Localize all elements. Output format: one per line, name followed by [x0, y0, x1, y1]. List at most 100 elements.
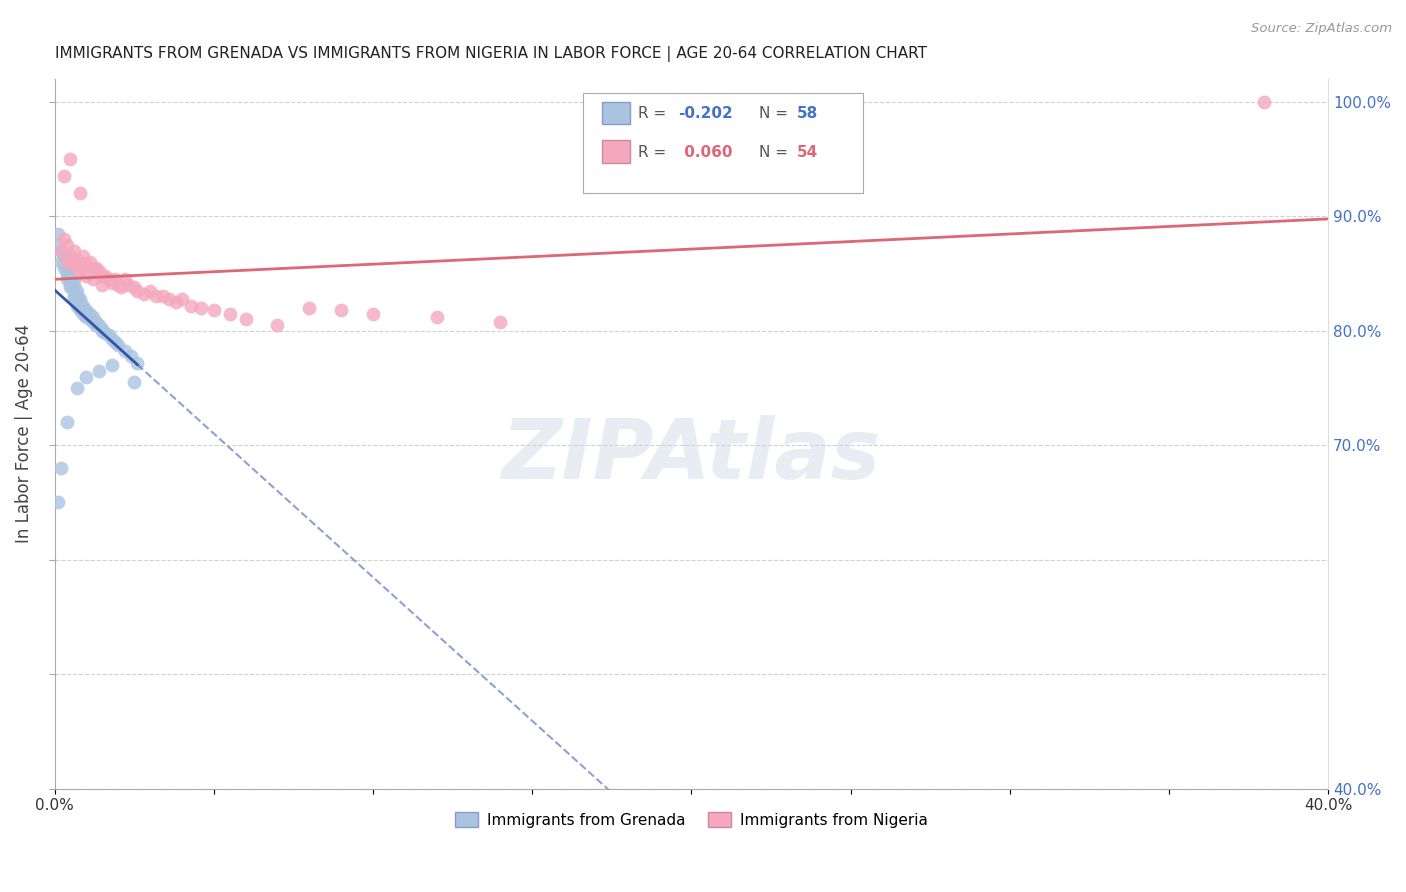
- Point: [46, 238, 69, 252]
- Point: [59, 278, 82, 293]
- Point: [49, 244, 72, 258]
- Point: [59, 272, 82, 286]
- FancyBboxPatch shape: [602, 102, 630, 125]
- Point: [62, 278, 84, 293]
- Point: [75, 310, 97, 324]
- Point: [91, 321, 114, 335]
- Point: [97, 272, 120, 286]
- Point: [59, 152, 82, 166]
- Text: ZIPAtlas: ZIPAtlas: [502, 415, 882, 496]
- Text: N =: N =: [759, 106, 793, 121]
- Point: [56, 272, 79, 286]
- Point: [49, 255, 72, 269]
- Point: [122, 376, 145, 390]
- Text: 58: 58: [797, 106, 818, 121]
- Point: [59, 280, 82, 294]
- FancyBboxPatch shape: [583, 94, 863, 193]
- Point: [84, 318, 107, 332]
- Point: [56, 238, 79, 252]
- Point: [91, 324, 114, 338]
- Point: [69, 255, 91, 269]
- Point: [1253, 95, 1275, 109]
- Point: [120, 349, 142, 363]
- Point: [59, 249, 82, 263]
- Point: [82, 310, 104, 324]
- Point: [104, 272, 127, 286]
- Point: [84, 315, 107, 329]
- FancyBboxPatch shape: [602, 140, 630, 163]
- Point: [56, 260, 79, 275]
- Point: [72, 260, 94, 275]
- Point: [66, 295, 89, 310]
- Point: [56, 415, 79, 429]
- Point: [110, 280, 132, 294]
- Text: R =: R =: [638, 106, 671, 121]
- Point: [180, 299, 202, 313]
- Point: [107, 337, 129, 351]
- Point: [218, 307, 240, 321]
- Point: [361, 307, 384, 321]
- Point: [66, 260, 89, 275]
- Point: [94, 268, 117, 283]
- Point: [157, 292, 180, 306]
- Point: [165, 295, 187, 310]
- Point: [66, 381, 89, 395]
- Point: [101, 276, 124, 290]
- Text: Source: ZipAtlas.com: Source: ZipAtlas.com: [1251, 22, 1392, 36]
- Point: [75, 307, 97, 321]
- Point: [145, 289, 167, 303]
- Point: [330, 303, 353, 318]
- Point: [190, 301, 212, 315]
- Point: [53, 260, 76, 275]
- Point: [62, 289, 84, 303]
- Point: [66, 289, 89, 303]
- Point: [62, 244, 84, 258]
- Point: [56, 267, 79, 281]
- Point: [107, 278, 129, 293]
- Point: [101, 332, 124, 346]
- Point: [49, 461, 72, 475]
- Point: [170, 292, 193, 306]
- Point: [79, 255, 101, 269]
- Point: [62, 284, 84, 298]
- Point: [139, 284, 162, 298]
- Text: N =: N =: [759, 145, 793, 160]
- Point: [69, 264, 91, 278]
- Point: [62, 257, 84, 271]
- Legend: Immigrants from Grenada, Immigrants from Nigeria: Immigrants from Grenada, Immigrants from…: [449, 806, 934, 834]
- Point: [66, 299, 89, 313]
- Text: IMMIGRANTS FROM GRENADA VS IMMIGRANTS FROM NIGERIA IN LABOR FORCE | AGE 20-64 CO: IMMIGRANTS FROM GRENADA VS IMMIGRANTS FR…: [55, 46, 927, 62]
- Point: [127, 356, 149, 370]
- Point: [97, 328, 120, 343]
- Point: [132, 287, 155, 301]
- Point: [94, 326, 117, 340]
- Point: [75, 369, 97, 384]
- Point: [53, 169, 76, 184]
- Point: [59, 267, 82, 281]
- Point: [46, 495, 69, 509]
- Point: [79, 307, 101, 321]
- Point: [75, 257, 97, 271]
- Text: R =: R =: [638, 145, 671, 160]
- Point: [82, 315, 104, 329]
- Point: [266, 318, 288, 332]
- Text: 54: 54: [797, 145, 818, 160]
- Point: [114, 272, 136, 286]
- Point: [117, 278, 139, 293]
- Point: [56, 255, 79, 269]
- Point: [69, 303, 91, 318]
- Point: [72, 303, 94, 318]
- Point: [46, 227, 69, 241]
- Point: [104, 335, 127, 350]
- Point: [66, 284, 89, 298]
- Point: [122, 280, 145, 294]
- Point: [87, 364, 110, 378]
- Point: [53, 232, 76, 246]
- Point: [69, 186, 91, 201]
- Point: [87, 264, 110, 278]
- Point: [62, 272, 84, 286]
- Text: -0.202: -0.202: [679, 106, 734, 121]
- Point: [101, 358, 124, 372]
- Point: [53, 249, 76, 263]
- Point: [69, 295, 91, 310]
